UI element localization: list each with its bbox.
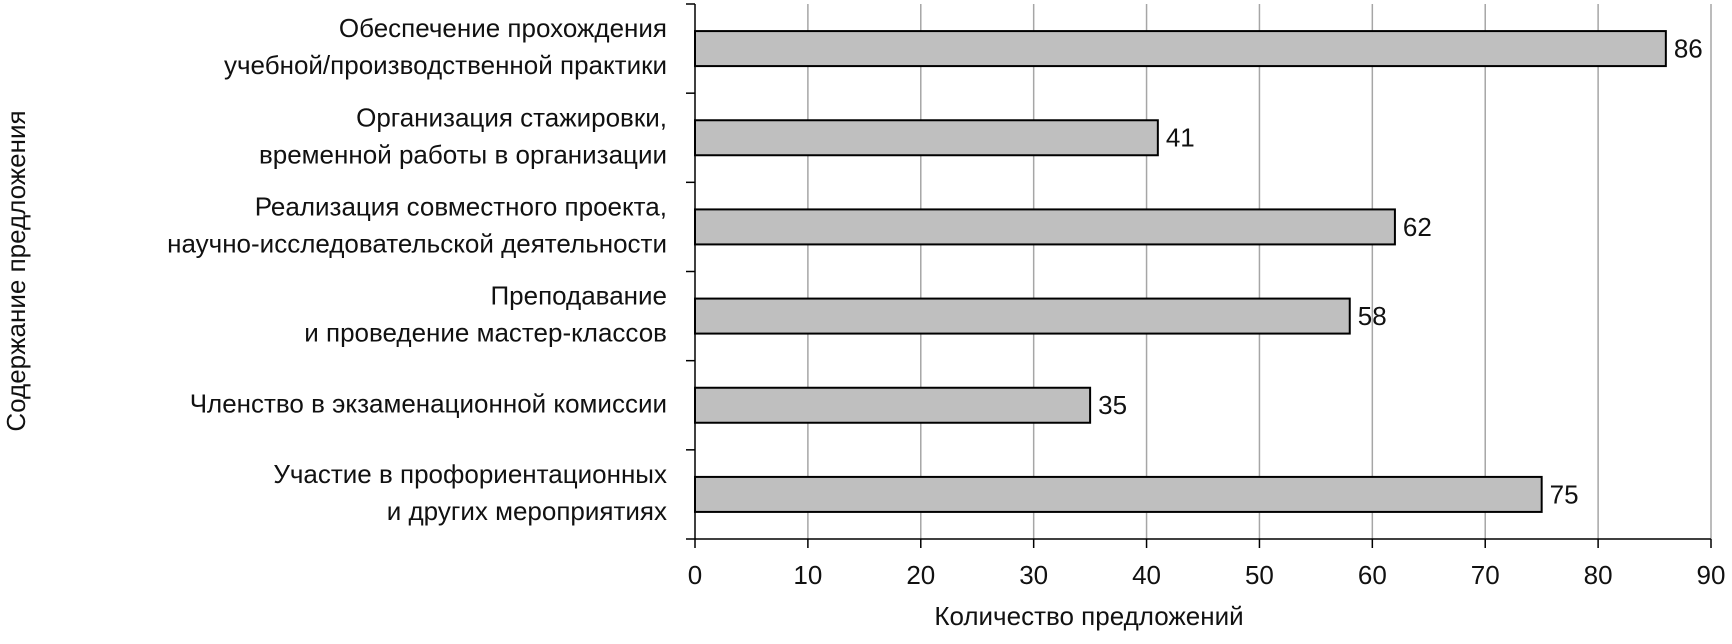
value-label: 58 [1358, 301, 1387, 331]
y-tick-label: Членство в экзаменационной комиссии [190, 388, 667, 418]
value-label: 41 [1166, 123, 1195, 153]
bar [694, 119, 1159, 157]
bar [694, 208, 1396, 246]
y-tick-label: Обеспечение прохождения учебной/производс… [224, 13, 667, 80]
y-tick-label: Преподавание и проведение мастер-классов [304, 280, 667, 347]
bar [694, 386, 1092, 424]
value-label: 75 [1550, 479, 1579, 509]
x-axis-label: Количество предложений [934, 601, 1243, 631]
x-tick-label: 20 [906, 560, 935, 590]
x-tick-label: 60 [1358, 560, 1387, 590]
value-label: 62 [1403, 212, 1432, 242]
x-tick-label: 10 [793, 560, 822, 590]
value-label: 35 [1098, 390, 1127, 420]
x-tick-label: 90 [1697, 560, 1726, 590]
y-tick-label: Участие в профориентационных и других мер… [273, 459, 667, 526]
x-tick-label: 30 [1019, 560, 1048, 590]
y-tick-label: Реализация совместного проекта, научно-ис… [167, 191, 667, 258]
y-axis-label: Содержание предложения [1, 110, 31, 431]
bar [694, 30, 1667, 68]
x-tick-label: 50 [1245, 560, 1274, 590]
bar [694, 297, 1351, 335]
y-tick-label: Организация стажировки, временной работы … [259, 102, 667, 169]
x-tick-label: 0 [688, 560, 702, 590]
bar [694, 475, 1543, 513]
x-tick-label: 40 [1132, 560, 1161, 590]
value-label: 86 [1674, 33, 1703, 63]
x-tick-label: 70 [1471, 560, 1500, 590]
x-tick-label: 80 [1584, 560, 1613, 590]
